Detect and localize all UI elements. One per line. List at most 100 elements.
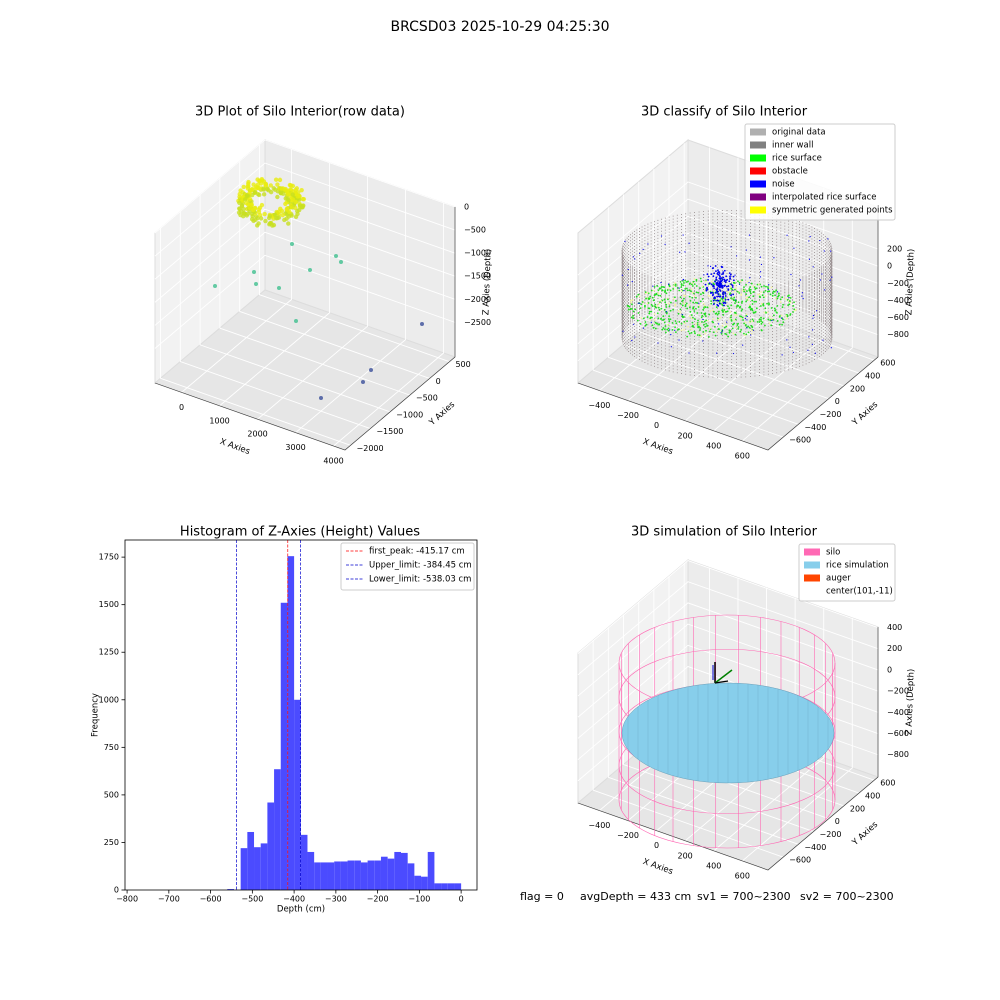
surface-point [646,302,649,305]
surface-point [740,309,743,312]
surface-point [703,289,706,292]
surface-point [741,289,744,292]
noise-point [720,279,723,282]
chart-title: Histogram of Z-Axies (Height) Values [180,525,420,540]
surface-point [749,290,752,293]
y-tick-label: 1250 [99,648,119,657]
noise-point [718,272,721,274]
histogram-bar [421,876,428,890]
grid-line [154,231,456,326]
cloud-point [286,221,291,226]
surface-point [772,290,775,293]
noise-point [632,256,635,258]
y-tick-label: 1500 [99,600,119,609]
legend-label: obstacle [772,167,808,177]
grid-line [741,197,853,442]
histogram-bar [280,602,288,890]
surface-point [763,285,765,287]
surface-point [768,290,771,293]
legend-swatch [750,141,766,149]
noise-point [714,280,716,283]
surface-point [745,323,747,326]
surface-point [630,316,633,319]
surface-point [646,316,649,318]
surface-point [683,320,686,323]
surface-point [713,289,716,292]
surface-point [709,295,711,298]
grid-line [179,211,371,430]
surface-point [708,313,711,316]
y-tick-label: 400 [865,792,880,801]
outlier-point [361,380,365,384]
cloud-point [245,184,250,189]
cloud-point [289,213,294,218]
surface-point [702,292,705,295]
noise-point [749,277,751,279]
surface-point [695,301,697,304]
surface-point [745,293,748,296]
surface-point [667,298,669,301]
surface-point [645,323,648,326]
noise-point [808,240,810,242]
surface-point [631,303,633,306]
surface-point [656,284,659,287]
noise-point [665,311,668,313]
legend-label: silo [826,548,840,558]
noise-point [722,272,725,275]
surface-point [704,280,707,283]
noise-point [729,275,731,278]
surface-point [692,307,694,310]
noise-point [719,286,721,289]
noise-point [702,318,704,320]
surface-point [759,318,762,321]
surface-point [711,297,714,299]
noise-point [642,248,644,251]
surface-point [631,299,634,301]
cloud-point [239,203,245,208]
surface-point [756,320,759,323]
cloud-point [241,184,246,190]
surface-point [630,301,632,304]
surface-point [686,307,689,310]
noise-point [657,342,659,344]
surface-point [789,314,792,316]
histogram-bar [427,851,435,890]
surface-point [674,282,676,284]
noise-point [768,284,770,286]
noise-point [723,269,726,272]
surface-point [719,316,722,319]
surface-point [788,300,791,302]
footer-sv2: sv2 = 700~2300 [800,890,894,903]
surface-point [678,289,681,292]
y-tick-label: −1000 [396,410,423,419]
z-tick-label: −1000 [464,249,491,258]
surface-point [754,310,757,313]
surface-point [699,327,702,329]
surface-point [741,316,744,319]
footer-sv1: sv1 = 700~2300 [697,890,791,903]
noise-point [829,279,831,281]
surface-point [720,332,723,335]
surface-point [751,303,754,305]
noise-point [732,289,734,291]
classified-points [621,210,833,380]
cloud-point [283,186,288,192]
surface-point [733,290,735,293]
surface-point [698,325,700,328]
surface-point [763,324,766,327]
surface-point [743,322,746,325]
surface-point [698,304,701,307]
surface-point [719,299,722,302]
surface-point [674,303,677,306]
surface-point [674,320,677,322]
histogram-bar [267,802,275,890]
surface-point [752,295,755,298]
x-tick-label: −300 [325,895,347,904]
noise-point [705,287,708,289]
noise-point [728,272,731,275]
surface-point [734,318,737,321]
cloud-point [258,216,264,221]
x-tick-label: 3000 [285,443,305,452]
noise-point [707,265,709,267]
cloud-point [261,192,267,197]
